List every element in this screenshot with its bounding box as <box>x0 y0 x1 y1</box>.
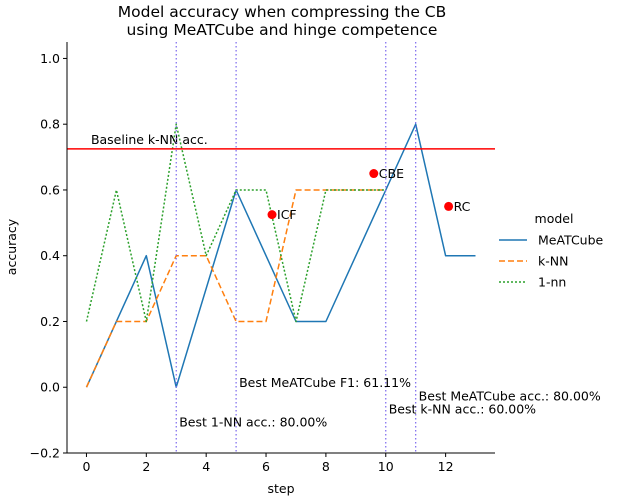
series-line-k-nn <box>85 189 386 388</box>
baseline-label: Baseline k-NN acc. <box>91 132 208 147</box>
x-tick-label: 6 <box>262 459 270 474</box>
legend-label: k-NN <box>538 254 568 269</box>
legend-title: model <box>535 211 574 226</box>
marker-label-icf: ICF <box>277 207 297 222</box>
marker-point-cbe <box>369 169 379 179</box>
annotation-text: Best 1-NN acc.: 80.00% <box>179 415 327 430</box>
y-tick-label: −0.2 <box>30 446 60 461</box>
y-axis-label: accuracy <box>4 218 19 275</box>
legend-label: 1-nn <box>538 275 566 290</box>
marker-label-rc: RC <box>454 199 471 214</box>
x-tick-label: 0 <box>82 459 90 474</box>
marker-label-cbe: CBE <box>379 166 404 181</box>
y-tick-label: 0.8 <box>40 117 60 132</box>
x-tick-label: 12 <box>438 459 454 474</box>
x-axis-label: step <box>267 481 294 496</box>
y-tick-label: 0.2 <box>40 314 60 329</box>
x-tick-label: 4 <box>202 459 210 474</box>
marker-point-icf <box>267 210 277 220</box>
series-line-meatcube <box>85 123 476 388</box>
x-tick-label: 2 <box>142 459 150 474</box>
chart-title-line-2: using MeATCube and hinge competence <box>127 21 438 39</box>
annotation-text: Best MeATCube acc.: 80.00% <box>419 388 601 403</box>
x-tick-label: 10 <box>378 459 394 474</box>
legend-label: MeATCube <box>538 233 604 248</box>
annotation-text: Best MeATCube F1: 61.11% <box>239 375 411 390</box>
series-line-1-nn <box>85 123 386 323</box>
annotation-text: Best k-NN acc.: 60.00% <box>389 402 536 417</box>
x-tick-label: 8 <box>322 459 330 474</box>
legend: model MeATCube k-NN 1-nn <box>499 211 604 290</box>
y-tick-label: 0.0 <box>40 380 60 395</box>
series-layer <box>85 123 476 388</box>
overlay-layer: Baseline k-NN acc. ICF CBE RC Best MeATCube … <box>67 42 601 453</box>
marker-point-rc <box>444 201 454 211</box>
y-tick-label: 0.4 <box>40 248 60 263</box>
axis-ticks: 0 2 4 6 8 10 12 −0.2 0.0 0.2 0.4 0.6 0.8 1.0 <box>30 51 454 474</box>
chart-title-line-1: Model accuracy when compressing the CB <box>118 3 447 21</box>
y-tick-label: 1.0 <box>40 51 60 66</box>
y-tick-label: 0.6 <box>40 182 60 197</box>
